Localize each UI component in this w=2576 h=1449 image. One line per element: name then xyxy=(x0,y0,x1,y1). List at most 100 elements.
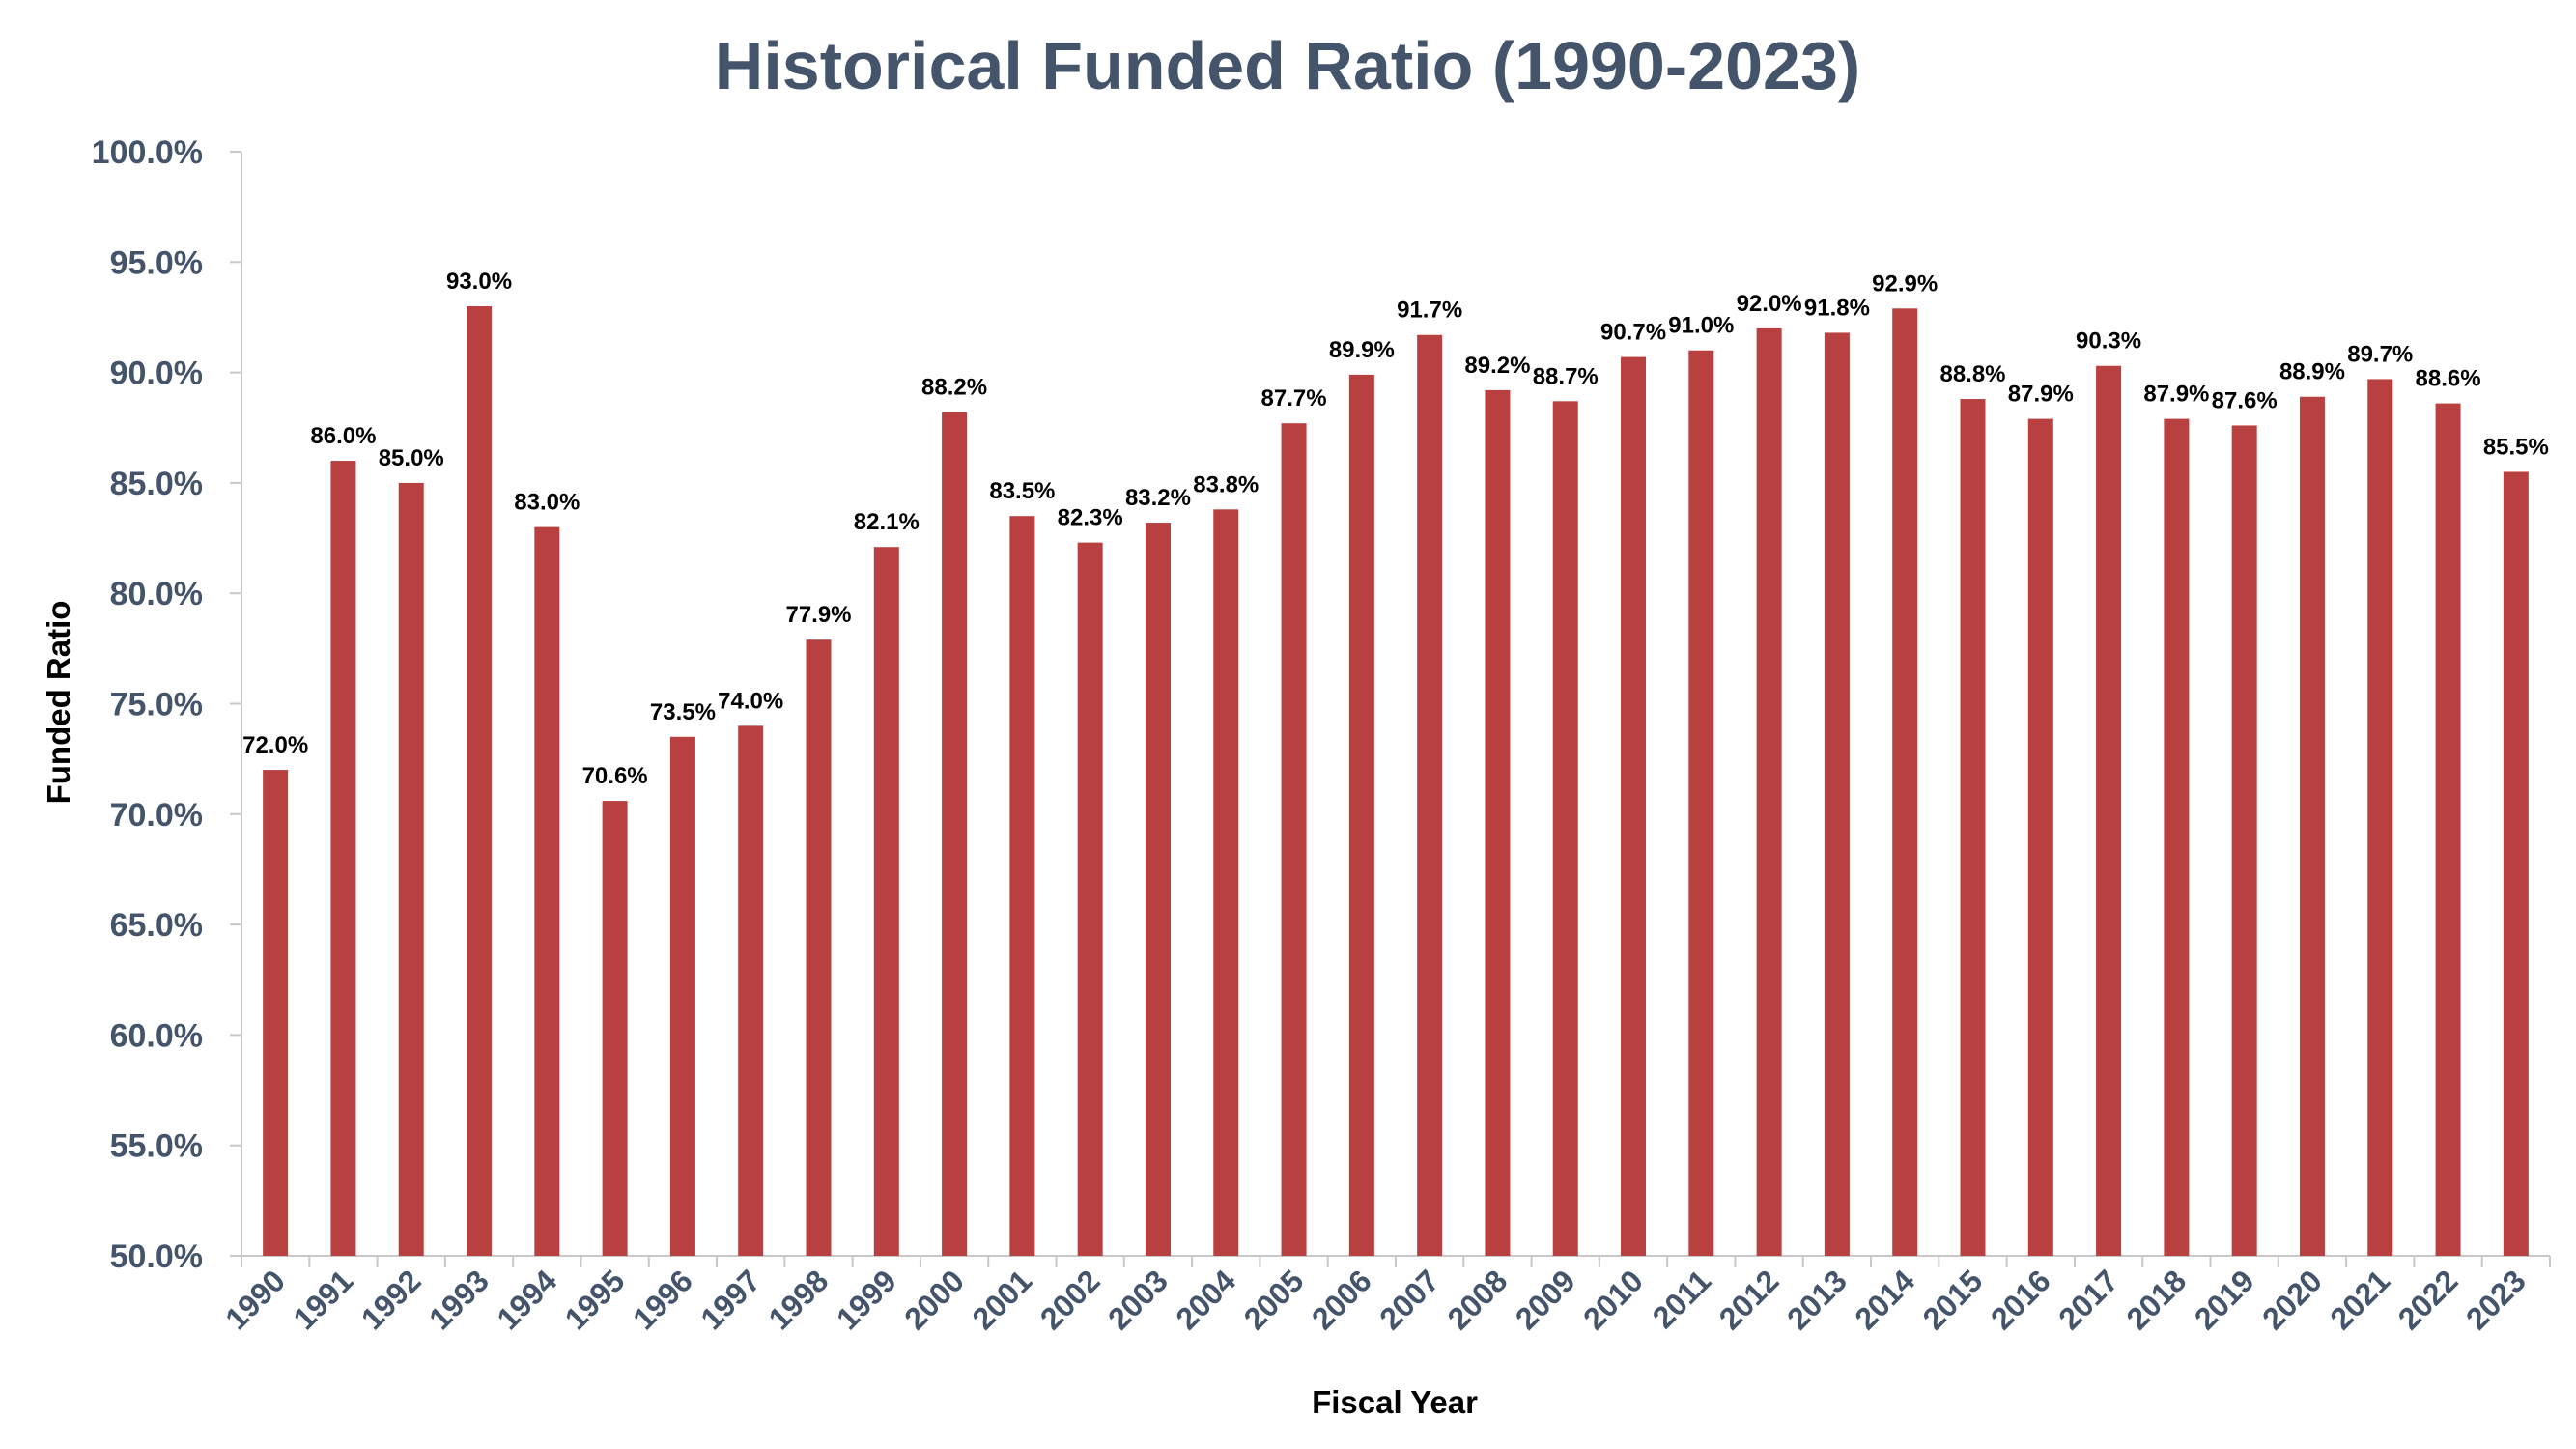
x-tick-label-2004: 2004 xyxy=(1169,1263,1242,1336)
bar-2011 xyxy=(1688,350,1714,1256)
bar-2005 xyxy=(1281,423,1307,1257)
x-tick-label-1991: 1991 xyxy=(287,1263,360,1336)
x-tick-label-2001: 2001 xyxy=(966,1263,1039,1336)
x-tick-label-2018: 2018 xyxy=(2120,1263,2194,1336)
data-label-2012: 92.0% xyxy=(1737,291,1802,317)
x-tick-label-1994: 1994 xyxy=(490,1263,563,1336)
x-tick-label-2023: 2023 xyxy=(2459,1263,2533,1336)
data-label-2007: 91.7% xyxy=(1397,298,1462,324)
bar-2018 xyxy=(2164,418,2190,1257)
x-tick-label-2016: 2016 xyxy=(1984,1263,2057,1336)
data-label-2000: 88.2% xyxy=(921,375,987,401)
data-label-2010: 90.7% xyxy=(1600,320,1666,346)
bar-2002 xyxy=(1077,542,1103,1256)
y-tick-label: 85.0% xyxy=(110,466,203,502)
x-tick-label-2022: 2022 xyxy=(2392,1263,2465,1336)
bar-1990 xyxy=(263,770,289,1256)
x-tick-label-2006: 2006 xyxy=(1305,1263,1378,1336)
y-tick-label: 95.0% xyxy=(110,244,203,281)
bar-series xyxy=(263,306,2529,1257)
data-label-2006: 89.9% xyxy=(1329,337,1395,363)
bar-2013 xyxy=(1824,332,1850,1256)
x-tick-label-2014: 2014 xyxy=(1848,1263,1921,1336)
bar-2000 xyxy=(942,412,968,1256)
chart-title: Historical Funded Ratio (1990-2023) xyxy=(715,28,1860,103)
data-label-2003: 83.2% xyxy=(1125,485,1191,511)
data-label-1998: 77.9% xyxy=(785,602,851,628)
bar-2017 xyxy=(2096,365,2122,1256)
data-label-2008: 89.2% xyxy=(1464,353,1530,379)
x-tick-label-2017: 2017 xyxy=(2052,1263,2125,1336)
bar-2022 xyxy=(2435,403,2461,1256)
bar-1996 xyxy=(669,736,695,1256)
data-label-2004: 83.8% xyxy=(1193,471,1259,497)
bar-2019 xyxy=(2231,425,2257,1256)
bar-2021 xyxy=(2367,379,2393,1256)
data-label-2011: 91.0% xyxy=(1668,313,1734,339)
data-label-1991: 86.0% xyxy=(310,423,376,449)
data-label-2015: 88.8% xyxy=(1939,361,2005,387)
x-tick-label-2013: 2013 xyxy=(1780,1263,1854,1336)
data-label-2018: 87.9% xyxy=(2143,382,2209,408)
x-tick-label-1999: 1999 xyxy=(830,1263,903,1336)
data-label-2001: 83.5% xyxy=(989,478,1055,504)
x-tick-label-1996: 1996 xyxy=(626,1263,699,1336)
bar-1998 xyxy=(806,639,832,1256)
y-axis-label: Funded Ratio xyxy=(41,601,76,805)
data-labels: 72.0% 86.0%85.0% 93.0% 83.0% 70.6% 73.5% 74.0%… xyxy=(242,269,2549,789)
bar-2020 xyxy=(2299,396,2325,1257)
bar-1997 xyxy=(738,725,764,1256)
x-tick-label-2021: 2021 xyxy=(2323,1263,2396,1336)
data-label-1993: 93.0% xyxy=(446,269,512,295)
bar-2014 xyxy=(1892,308,1918,1256)
bar-2016 xyxy=(2027,418,2053,1257)
x-tick-label-2012: 2012 xyxy=(1713,1263,1786,1336)
bar-2010 xyxy=(1621,356,1647,1256)
data-label-1995: 70.6% xyxy=(582,763,648,789)
data-label-1999: 82.1% xyxy=(854,509,920,535)
x-tick-label-1995: 1995 xyxy=(558,1263,632,1336)
bar-2004 xyxy=(1213,509,1239,1256)
y-tick-label: 90.0% xyxy=(110,355,203,392)
data-label-2023: 85.5% xyxy=(2483,434,2549,460)
x-tick-label-1998: 1998 xyxy=(762,1263,835,1336)
data-label-2016: 87.9% xyxy=(2008,382,2074,408)
bar-2003 xyxy=(1145,523,1171,1256)
data-label-2009: 88.7% xyxy=(1533,363,1599,389)
x-axis: 1990199119921993199419951996199719981999… xyxy=(218,1255,2551,1336)
bar-1999 xyxy=(873,547,899,1256)
x-tick-label-2011: 2011 xyxy=(1646,1263,1718,1335)
y-tick-label: 50.0% xyxy=(110,1238,203,1275)
y-tick-label: 65.0% xyxy=(110,907,203,944)
y-tick-label: 80.0% xyxy=(110,576,203,612)
data-label-2014: 92.9% xyxy=(1872,270,1938,297)
bar-2001 xyxy=(1009,516,1035,1256)
bar-2009 xyxy=(1552,401,1578,1256)
x-tick-label-2010: 2010 xyxy=(1576,1263,1650,1336)
bar-2023 xyxy=(2503,471,2529,1257)
x-tick-label-2020: 2020 xyxy=(2255,1263,2329,1336)
data-label-1996: 73.5% xyxy=(650,699,716,725)
x-tick-label-2015: 2015 xyxy=(1916,1263,1990,1336)
x-tick-label-2019: 2019 xyxy=(2188,1263,2261,1336)
bar-1992 xyxy=(398,482,424,1256)
x-tick-label-1990: 1990 xyxy=(218,1263,292,1336)
x-tick-label-2003: 2003 xyxy=(1101,1263,1175,1336)
data-label-1990: 72.0% xyxy=(242,732,308,758)
data-label-2005: 87.7% xyxy=(1261,385,1327,412)
x-tick-label-2008: 2008 xyxy=(1441,1263,1514,1336)
y-axis: 50.0% 55.0% 60.0% 65.0% 70.0% 75.0% 80.0% 85.0%… xyxy=(92,134,242,1275)
y-tick-label: 55.0% xyxy=(110,1128,203,1165)
x-tick-label-1992: 1992 xyxy=(354,1263,428,1336)
bar-2007 xyxy=(1417,334,1443,1256)
data-label-2020: 88.9% xyxy=(2279,359,2345,385)
x-tick-label-2007: 2007 xyxy=(1373,1263,1446,1336)
y-tick-label: 75.0% xyxy=(110,687,203,724)
data-label-2021: 89.7% xyxy=(2347,341,2413,367)
bar-1994 xyxy=(534,526,560,1256)
bar-2015 xyxy=(1960,399,1986,1257)
data-label-2019: 87.6% xyxy=(2212,387,2278,413)
x-tick-label-2005: 2005 xyxy=(1237,1263,1311,1336)
bar-1991 xyxy=(330,461,356,1256)
